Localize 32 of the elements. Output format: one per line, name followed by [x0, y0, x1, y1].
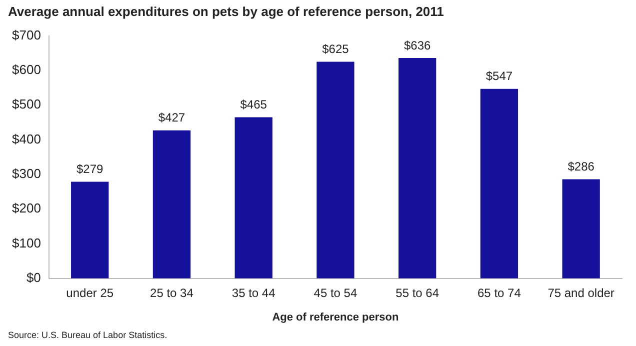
y-tick-label: $100: [12, 235, 41, 250]
data-label: $286: [568, 160, 595, 174]
x-tick-label: 55 to 64: [396, 286, 440, 300]
data-label: $625: [322, 42, 350, 56]
y-tick-label: $200: [12, 200, 41, 216]
bar: [71, 182, 109, 278]
y-tick-label: $300: [12, 166, 41, 182]
chart-title: Average annual expenditures on pets by age of reference person, 2011: [8, 4, 444, 19]
x-tick-label: under 25: [66, 286, 114, 300]
bar: [234, 117, 272, 278]
y-tick-label: $500: [12, 96, 41, 112]
data-label: $279: [76, 162, 104, 176]
bar: [562, 179, 600, 278]
bar: [398, 58, 436, 278]
y-tick-label: $400: [12, 131, 41, 146]
y-tick-label: $600: [12, 62, 41, 78]
x-tick-label: 65 to 74: [478, 286, 522, 300]
bar: [152, 130, 191, 278]
x-tick-label: 45 to 54: [314, 286, 358, 300]
y-tick-label: $0: [26, 270, 41, 285]
data-label: $636: [404, 38, 431, 52]
data-label: $465: [240, 98, 268, 112]
bar: [480, 88, 518, 278]
data-label: $547: [486, 69, 513, 84]
x-tick-label: 35 to 44: [232, 286, 276, 300]
source-note: Source: U.S. Bureau of Labor Statistics.: [8, 330, 168, 340]
data-label: $427: [158, 110, 186, 125]
x-tick-label: 75 and older: [548, 286, 614, 300]
bar: [316, 62, 354, 278]
x-axis-title: Age of reference person: [272, 311, 400, 324]
x-tick-label: 25 to 34: [150, 286, 194, 300]
y-tick-label: $700: [12, 27, 41, 42]
